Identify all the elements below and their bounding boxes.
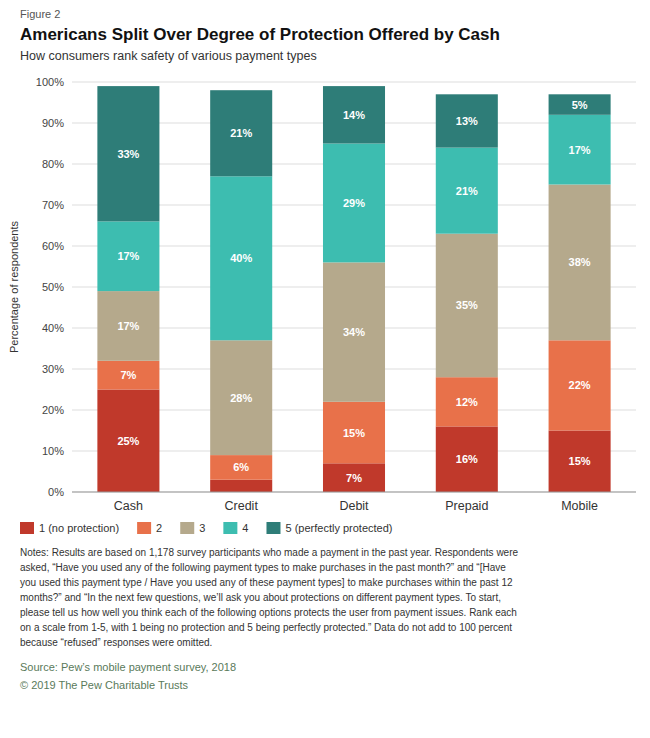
figure-label: Figure 2 xyxy=(20,8,60,20)
data-label: 25% xyxy=(117,435,139,447)
background xyxy=(0,0,650,738)
x-tick-label: Cash xyxy=(114,499,143,513)
bar-segment xyxy=(549,431,611,493)
legend-swatch xyxy=(137,522,151,534)
data-label: 12% xyxy=(456,396,478,408)
data-label: 21% xyxy=(230,127,252,139)
bar-segment xyxy=(323,262,385,401)
bar-segment xyxy=(210,340,272,455)
bar-segment xyxy=(323,86,385,143)
data-label: 29% xyxy=(343,197,365,209)
y-axis-label: Percentage of respondents xyxy=(8,220,20,353)
bar-segment xyxy=(436,148,498,234)
bar-segment xyxy=(549,185,611,341)
bar-segment xyxy=(323,144,385,263)
bar-segment xyxy=(210,90,272,176)
y-tick-label: 40% xyxy=(42,322,64,334)
y-tick-label: 50% xyxy=(42,281,64,293)
x-tick-label: Prepaid xyxy=(445,499,488,513)
data-label: 15% xyxy=(343,427,365,439)
y-tick-label: 80% xyxy=(42,158,64,170)
y-tick-label: 90% xyxy=(42,117,64,129)
bar-segment xyxy=(549,115,611,185)
bars xyxy=(97,86,610,492)
data-label: 16% xyxy=(456,453,478,465)
data-label: 17% xyxy=(569,144,591,156)
bar-segment xyxy=(436,426,498,492)
data-label: 7% xyxy=(346,472,362,484)
bar-segment xyxy=(210,176,272,340)
bar-segment xyxy=(97,221,159,291)
data-label: 28% xyxy=(230,392,252,404)
x-tick-label: Debit xyxy=(339,499,369,513)
grid xyxy=(72,82,636,492)
note: please tell us how well you think each o… xyxy=(20,607,517,618)
x-tick-label: Mobile xyxy=(561,499,598,513)
bar-segment xyxy=(210,455,272,480)
legend-entry: 1 (no protection) xyxy=(39,522,119,534)
y-tick-label: 70% xyxy=(42,199,64,211)
y-tick-label: 0% xyxy=(48,486,64,498)
x-axis-line xyxy=(72,492,636,493)
data-label: 6% xyxy=(233,461,249,473)
legend-swatch xyxy=(223,522,237,534)
bar-segment xyxy=(323,463,385,492)
chart: Figure 2 Americans Split Over Degree of P… xyxy=(0,0,650,738)
data-label: 5% xyxy=(572,99,588,111)
data-label: 33% xyxy=(117,148,139,160)
y-tick-label: 10% xyxy=(42,445,64,457)
bar-segment xyxy=(436,94,498,147)
note: on a scale from 1-5, with 1 being no pro… xyxy=(20,622,512,633)
data-label: 21% xyxy=(456,185,478,197)
bar-segment xyxy=(97,291,159,361)
source: Source: Pew’s mobile payment survey, 201… xyxy=(20,661,236,673)
y-tick-label: 20% xyxy=(42,404,64,416)
copyright: © 2019 The Pew Charitable Trusts xyxy=(20,679,189,691)
legend-entry: 4 xyxy=(242,522,248,534)
note: because “refused” responses were omitted… xyxy=(20,637,212,648)
data-label: 34% xyxy=(343,326,365,338)
title: Americans Split Over Degree of Protectio… xyxy=(20,25,500,44)
legend-swatch xyxy=(20,522,34,534)
legend-entry: 5 (perfectly protected) xyxy=(285,522,392,534)
note: asked, “Have you used any of the followi… xyxy=(20,562,506,573)
bar-segment xyxy=(549,340,611,430)
legend-entry: 3 xyxy=(199,522,205,534)
data-label: 38% xyxy=(569,256,591,268)
bar-segment xyxy=(436,377,498,426)
bar-segment xyxy=(323,402,385,464)
data-label: 35% xyxy=(456,299,478,311)
grid-line xyxy=(72,82,636,83)
data-label: 40% xyxy=(230,252,252,264)
x-tick-label: Credit xyxy=(225,499,259,513)
bar-segment xyxy=(436,234,498,378)
data-label: 22% xyxy=(569,379,591,391)
y-tick-label: 100% xyxy=(36,76,64,88)
y-tick-label: 30% xyxy=(42,363,64,375)
legend-swatch xyxy=(266,522,280,534)
subtitle: How consumers rank safety of various pay… xyxy=(20,49,317,63)
data-label: 14% xyxy=(343,109,365,121)
note: you used this payment type / Have you us… xyxy=(20,577,513,588)
note: months?” and “In the next few questions,… xyxy=(20,592,501,603)
bar-segment xyxy=(97,86,159,221)
data-label: 17% xyxy=(117,250,139,262)
bar-segment xyxy=(97,361,159,390)
bar-segment xyxy=(549,94,611,115)
data-label: 7% xyxy=(120,369,136,381)
data-labels: 25% 7% 16% 15% 7% 6% 15% 12% 22% 17% 28% 34% 35% 38% 1… xyxy=(117,99,590,484)
grid-line xyxy=(72,492,636,493)
legend-entry: 2 xyxy=(156,522,162,534)
bar-segment xyxy=(97,390,159,493)
data-label: 13% xyxy=(456,115,478,127)
data-label: 15% xyxy=(569,455,591,467)
bar-segment xyxy=(210,480,272,492)
data-label: 17% xyxy=(117,320,139,332)
legend-swatch xyxy=(180,522,194,534)
legend: 1 (no protection) 2 3 4 5 (perfectly protect… xyxy=(20,522,392,534)
y-tick-label: 60% xyxy=(42,240,64,252)
note: Notes: Results are based on 1,178 survey… xyxy=(20,547,519,558)
